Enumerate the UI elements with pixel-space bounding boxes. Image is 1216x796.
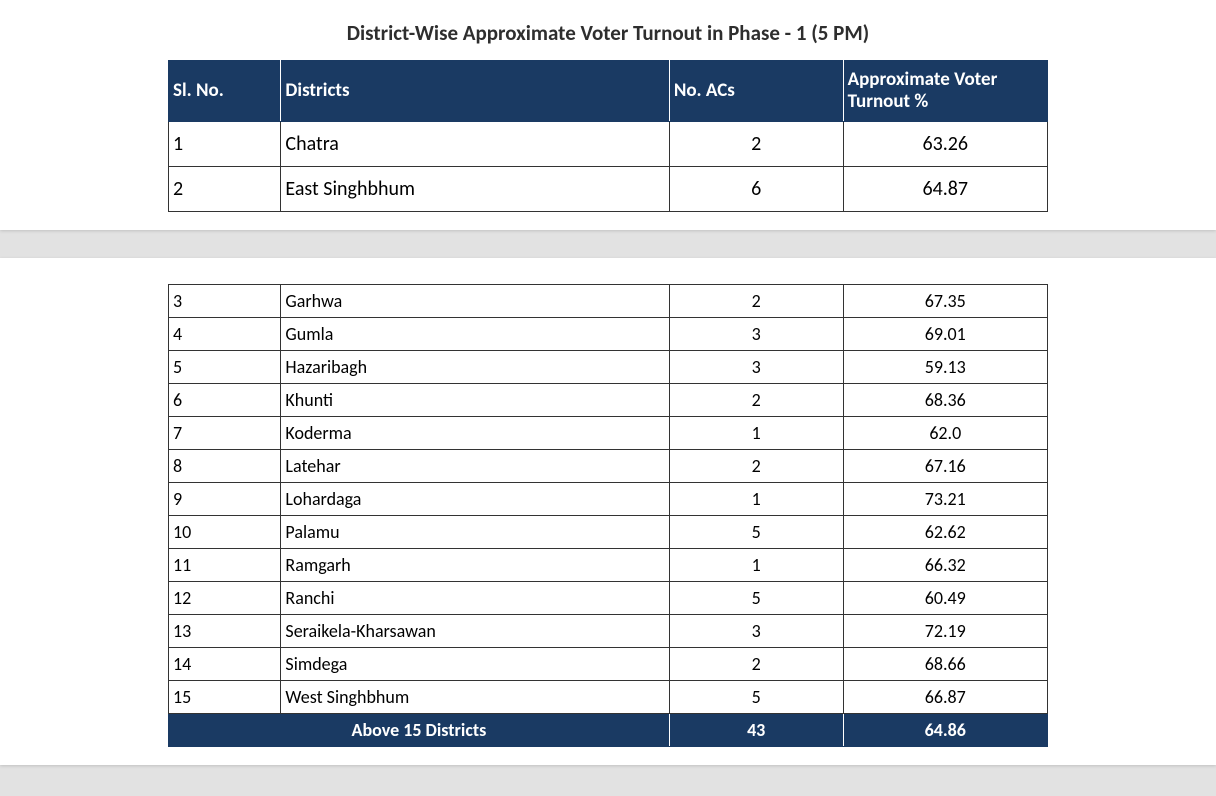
table-row: 10 Palamu 5 62.62 xyxy=(169,515,1048,548)
cell-pct: 67.35 xyxy=(843,284,1047,317)
cell-acs: 2 xyxy=(669,449,843,482)
table-row: 3 Garhwa 2 67.35 xyxy=(169,284,1048,317)
cell-sl: 2 xyxy=(169,166,281,211)
cell-sl: 13 xyxy=(169,614,281,647)
cell-pct: 68.66 xyxy=(843,647,1047,680)
table-row: 5 Hazaribagh 3 59.13 xyxy=(169,350,1048,383)
cell-district: Hazaribagh xyxy=(281,350,669,383)
cell-sl: 8 xyxy=(169,449,281,482)
cell-acs: 1 xyxy=(669,548,843,581)
cell-district: Ranchi xyxy=(281,581,669,614)
cell-pct: 68.36 xyxy=(843,383,1047,416)
page: District-Wise Approximate Voter Turnout … xyxy=(0,0,1216,765)
cell-pct: 66.32 xyxy=(843,548,1047,581)
total-acs: 43 xyxy=(669,713,843,746)
cell-sl: 12 xyxy=(169,581,281,614)
table-row: 12 Ranchi 5 60.49 xyxy=(169,581,1048,614)
table-header: Sl. No. Districts No. ACs Approximate Vo… xyxy=(169,61,1048,122)
table-row: 13 Seraikela-Kharsawan 3 72.19 xyxy=(169,614,1048,647)
cell-sl: 10 xyxy=(169,515,281,548)
cell-acs: 2 xyxy=(669,647,843,680)
cell-sl: 4 xyxy=(169,317,281,350)
cell-district: Simdega xyxy=(281,647,669,680)
cell-pct: 62.62 xyxy=(843,515,1047,548)
cell-district: Palamu xyxy=(281,515,669,548)
cell-acs: 1 xyxy=(669,416,843,449)
table-row: 2 East Singhbhum 6 64.87 xyxy=(169,166,1048,211)
table-row: 8 Latehar 2 67.16 xyxy=(169,449,1048,482)
cell-pct: 69.01 xyxy=(843,317,1047,350)
cell-acs: 5 xyxy=(669,515,843,548)
cell-district: Garhwa xyxy=(281,284,669,317)
cell-district: Ramgarh xyxy=(281,548,669,581)
cell-pct: 73.21 xyxy=(843,482,1047,515)
cell-acs: 2 xyxy=(669,383,843,416)
voter-table-bottom: 3 Garhwa 2 67.35 4 Gumla 3 69.01 5 Hazar… xyxy=(168,284,1048,747)
voter-table-top: Sl. No. Districts No. ACs Approximate Vo… xyxy=(168,60,1048,212)
cell-district: Lohardaga xyxy=(281,482,669,515)
cell-acs: 3 xyxy=(669,614,843,647)
cell-acs: 2 xyxy=(669,121,843,166)
cell-district: Latehar xyxy=(281,449,669,482)
cell-acs: 5 xyxy=(669,581,843,614)
col-header-pct: Approximate Voter Turnout % xyxy=(843,61,1047,122)
table-row: 11 Ramgarh 1 66.32 xyxy=(169,548,1048,581)
cell-pct: 63.26 xyxy=(843,121,1047,166)
cell-acs: 2 xyxy=(669,284,843,317)
cell-sl: 14 xyxy=(169,647,281,680)
cell-district: West Singhbhum xyxy=(281,680,669,713)
cell-sl: 7 xyxy=(169,416,281,449)
sheet-top: District-Wise Approximate Voter Turnout … xyxy=(0,0,1216,230)
cell-sl: 6 xyxy=(169,383,281,416)
sheet-bottom: 3 Garhwa 2 67.35 4 Gumla 3 69.01 5 Hazar… xyxy=(0,258,1216,765)
cell-sl: 5 xyxy=(169,350,281,383)
cell-pct: 66.87 xyxy=(843,680,1047,713)
col-header-district: Districts xyxy=(281,61,669,122)
cell-sl: 1 xyxy=(169,121,281,166)
table-total-row: Above 15 Districts 43 64.86 xyxy=(169,713,1048,746)
cell-pct: 60.49 xyxy=(843,581,1047,614)
cell-district: Chatra xyxy=(281,121,669,166)
cell-sl: 11 xyxy=(169,548,281,581)
col-header-acs: No. ACs xyxy=(669,61,843,122)
table-row: 15 West Singhbhum 5 66.87 xyxy=(169,680,1048,713)
cell-pct: 64.87 xyxy=(843,166,1047,211)
total-pct: 64.86 xyxy=(843,713,1047,746)
table-row: 4 Gumla 3 69.01 xyxy=(169,317,1048,350)
col-header-sl: Sl. No. xyxy=(169,61,281,122)
cell-district: East Singhbhum xyxy=(281,166,669,211)
cell-pct: 59.13 xyxy=(843,350,1047,383)
cell-acs: 3 xyxy=(669,350,843,383)
cell-acs: 1 xyxy=(669,482,843,515)
cell-acs: 3 xyxy=(669,317,843,350)
cell-district: Khunti xyxy=(281,383,669,416)
cell-pct: 72.19 xyxy=(843,614,1047,647)
cell-district: Seraikela-Kharsawan xyxy=(281,614,669,647)
page-title: District-Wise Approximate Voter Turnout … xyxy=(14,20,1202,46)
table-row: 7 Koderma 1 62.0 xyxy=(169,416,1048,449)
total-label: Above 15 Districts xyxy=(169,713,670,746)
cell-acs: 6 xyxy=(669,166,843,211)
cell-sl: 3 xyxy=(169,284,281,317)
cell-acs: 5 xyxy=(669,680,843,713)
cell-pct: 67.16 xyxy=(843,449,1047,482)
cell-sl: 15 xyxy=(169,680,281,713)
table-row: 1 Chatra 2 63.26 xyxy=(169,121,1048,166)
cell-district: Koderma xyxy=(281,416,669,449)
cell-pct: 62.0 xyxy=(843,416,1047,449)
cell-district: Gumla xyxy=(281,317,669,350)
table-row: 9 Lohardaga 1 73.21 xyxy=(169,482,1048,515)
table-row: 6 Khunti 2 68.36 xyxy=(169,383,1048,416)
cell-sl: 9 xyxy=(169,482,281,515)
table-row: 14 Simdega 2 68.66 xyxy=(169,647,1048,680)
